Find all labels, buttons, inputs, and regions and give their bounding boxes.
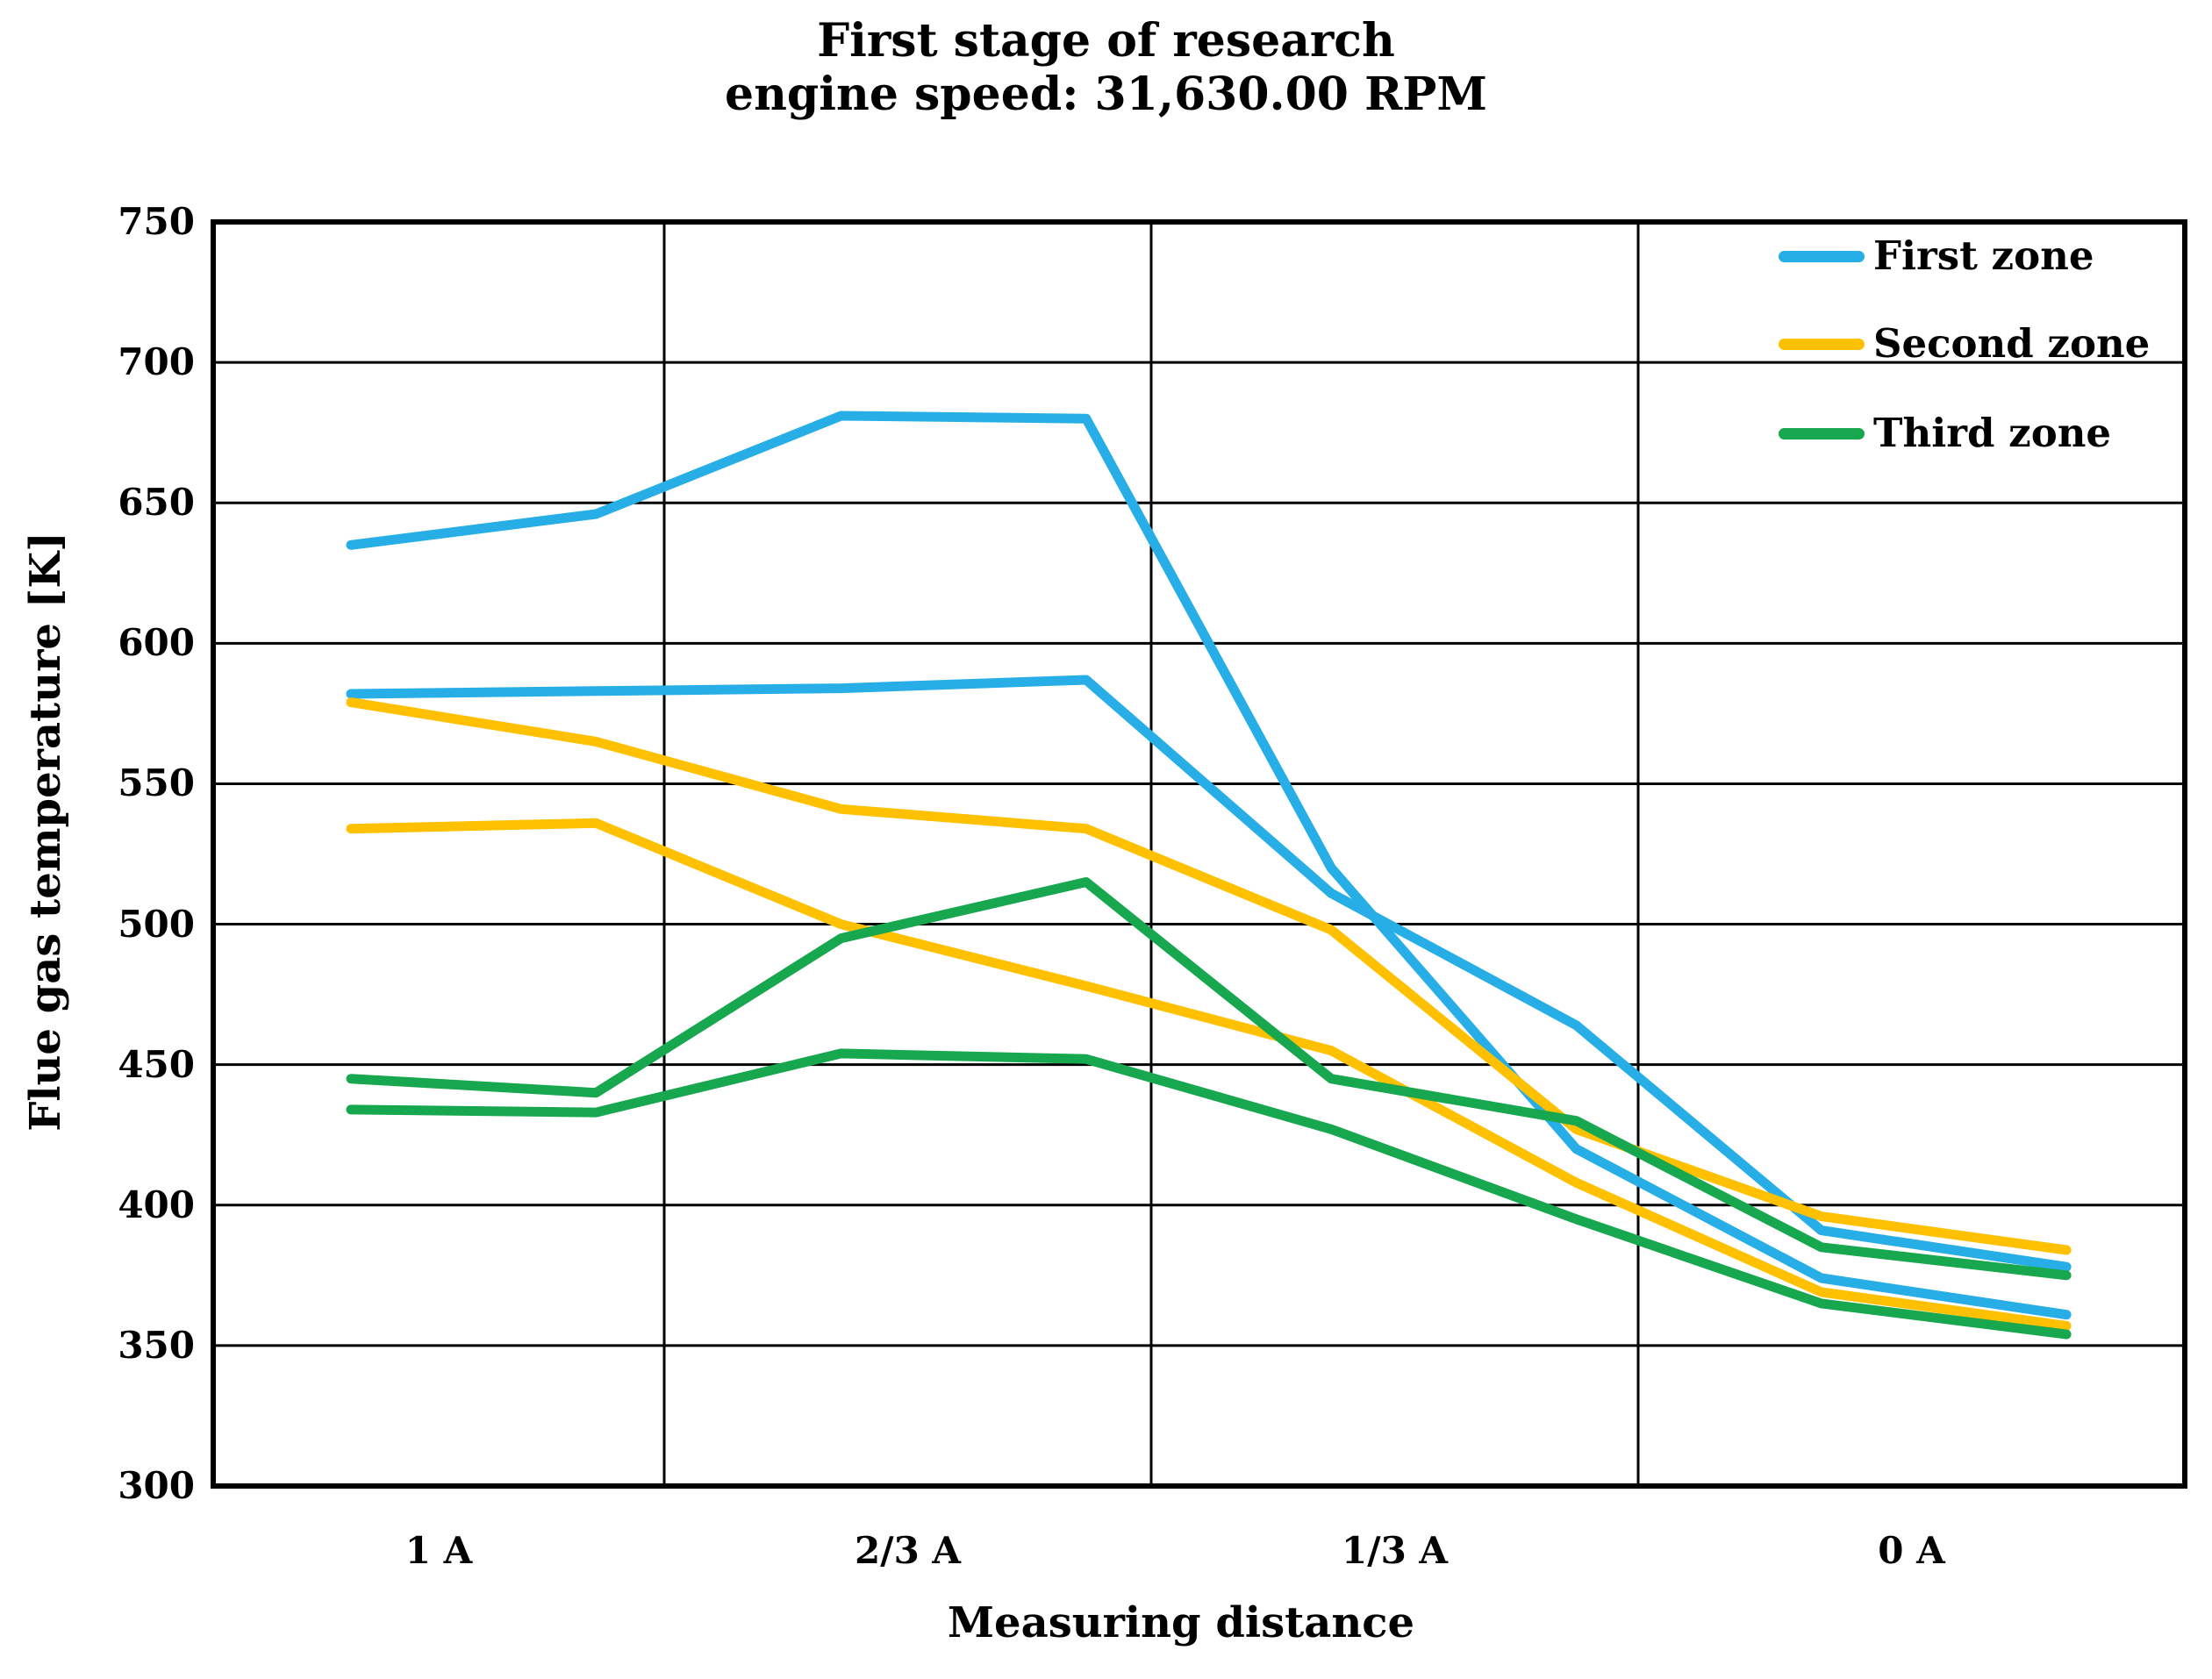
x-tick-label: 0 A: [1878, 1529, 1945, 1572]
series-line-first-zone-lower: [346, 675, 2072, 1272]
x-tick-label: 1/3 A: [1342, 1529, 1448, 1572]
y-axis-title: Flue gas temperature [K]: [21, 532, 70, 1132]
x-tick-label: 2/3 A: [855, 1529, 961, 1572]
series-line-first-zone-upper: [346, 411, 2072, 1320]
x-axis-title: Measuring distance: [947, 1598, 1415, 1647]
first-zone-swatch: [1779, 250, 1865, 262]
y-tick-label: 350: [118, 1323, 195, 1367]
legend-item-first-zone: First zone: [1779, 230, 2094, 282]
series-line-third-zone-upper: [346, 877, 2072, 1281]
y-tick-label: 450: [118, 1042, 195, 1086]
y-tick-label: 500: [118, 902, 195, 946]
series-line-second-zone-upper: [346, 697, 2072, 1255]
legend-label: First zone: [1873, 232, 2094, 279]
y-tick-label: 600: [118, 621, 195, 665]
x-tick-label: 1 A: [404, 1529, 473, 1572]
series-line-third-zone-lower: [346, 1048, 2072, 1340]
y-tick-label: 550: [118, 761, 195, 805]
legend-label: Second zone: [1873, 320, 2151, 367]
legend-item-second-zone: Second zone: [1779, 318, 2150, 370]
y-tick-label: 300: [118, 1464, 195, 1507]
chart-title-line2: engine speed: 31,630.00 RPM: [725, 68, 1487, 122]
second-zone-swatch: [1779, 338, 1865, 350]
y-tick-label: 700: [118, 340, 195, 384]
y-tick-label: 400: [118, 1182, 195, 1226]
legend-label: Third zone: [1873, 410, 2112, 456]
third-zone-swatch: [1779, 427, 1865, 439]
legend-item-third-zone: Third zone: [1779, 407, 2111, 460]
plot-border: [211, 219, 2187, 1489]
chart-title-line1: First stage of research: [817, 14, 1395, 68]
y-tick-label: 750: [118, 200, 195, 243]
series-line-second-zone-lower: [346, 818, 2072, 1331]
chart-title: First stage of research engine speed: 31…: [0, 14, 2212, 122]
y-tick-label: 650: [118, 481, 195, 525]
